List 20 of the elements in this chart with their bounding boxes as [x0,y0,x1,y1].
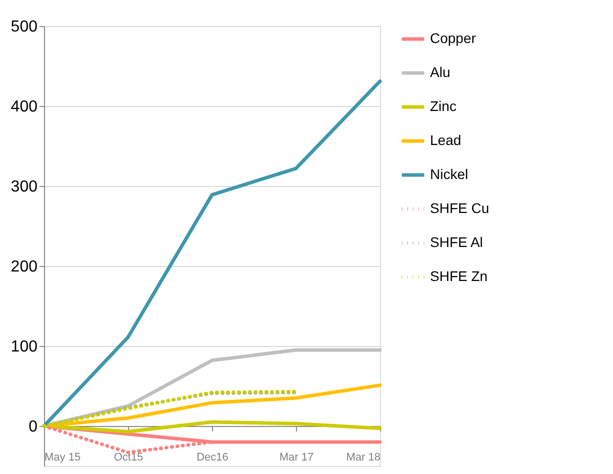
x-tick-label: Oct15 [114,452,144,464]
legend-label: SHFE Zn [430,268,488,284]
x-tick-label: Mar 18 [346,452,380,464]
y-tick-label: 100 [10,338,38,356]
legend-label: Lead [430,132,462,148]
legend-label: Nickel [430,166,468,182]
legend-label: Zinc [430,98,456,114]
x-tick-label: Dec16 [196,452,228,464]
line-series [42,79,382,428]
y-tick-label: 300 [10,178,38,196]
legend-label: Alu [430,64,450,80]
legend-label: Copper [430,30,476,46]
y-tick-label: 0 [28,418,38,436]
x-tick-label: Mar 17 [279,452,314,464]
x-tick-label: May 15 [44,452,81,464]
legend-label: SHFE Cu [430,200,490,216]
y-tick-label: 500 [10,18,38,36]
legend-label: SHFE Al [430,234,483,250]
y-tick-label: 200 [10,258,38,276]
y-tick-label: 400 [10,98,38,116]
